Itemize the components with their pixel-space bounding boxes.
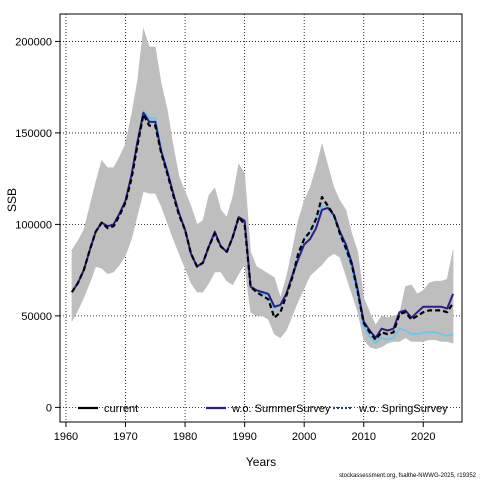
- y-tick-label: 100000: [15, 219, 52, 231]
- legend: current w.o. SummerSurvey w.o. SpringSurve…: [78, 403, 448, 415]
- legend-label: w.o. SummerSurvey: [231, 403, 331, 415]
- x-axis-title: Years: [246, 455, 276, 469]
- y-tick-label: 50000: [21, 311, 52, 323]
- series-line-w-o-summersurvey: [71, 111, 455, 339]
- x-tick-label: 1960: [54, 431, 78, 443]
- legend-label: w.o. SpringSurvey: [358, 403, 448, 415]
- band-layer: [71, 28, 454, 350]
- x-tick-label: 2020: [411, 431, 435, 443]
- plot-frame: [59, 13, 463, 423]
- y-axis: 0 50000 100000 150000 200000: [15, 36, 60, 414]
- y-tick-label: 200000: [15, 36, 52, 48]
- series-line-current: [70, 113, 455, 341]
- x-axis: 1960 1970 1980 1990 2000 2010 2020: [54, 422, 436, 443]
- y-tick-label: 0: [46, 402, 52, 414]
- legend-label: current: [104, 403, 138, 415]
- x-tick-label: 2010: [351, 431, 375, 443]
- x-tick-label: 1980: [173, 431, 197, 443]
- series-layer: [70, 110, 455, 345]
- x-tick-label: 1970: [113, 431, 137, 443]
- y-axis-title: SSB: [5, 188, 19, 212]
- credit-text: stockassessment.org, fsalthe-NWWG-2025, …: [339, 473, 477, 479]
- confidence-band: [71, 28, 454, 350]
- x-tick-label: 2000: [292, 431, 316, 443]
- x-tick-label: 1990: [232, 431, 256, 443]
- y-tick-label: 150000: [15, 128, 52, 140]
